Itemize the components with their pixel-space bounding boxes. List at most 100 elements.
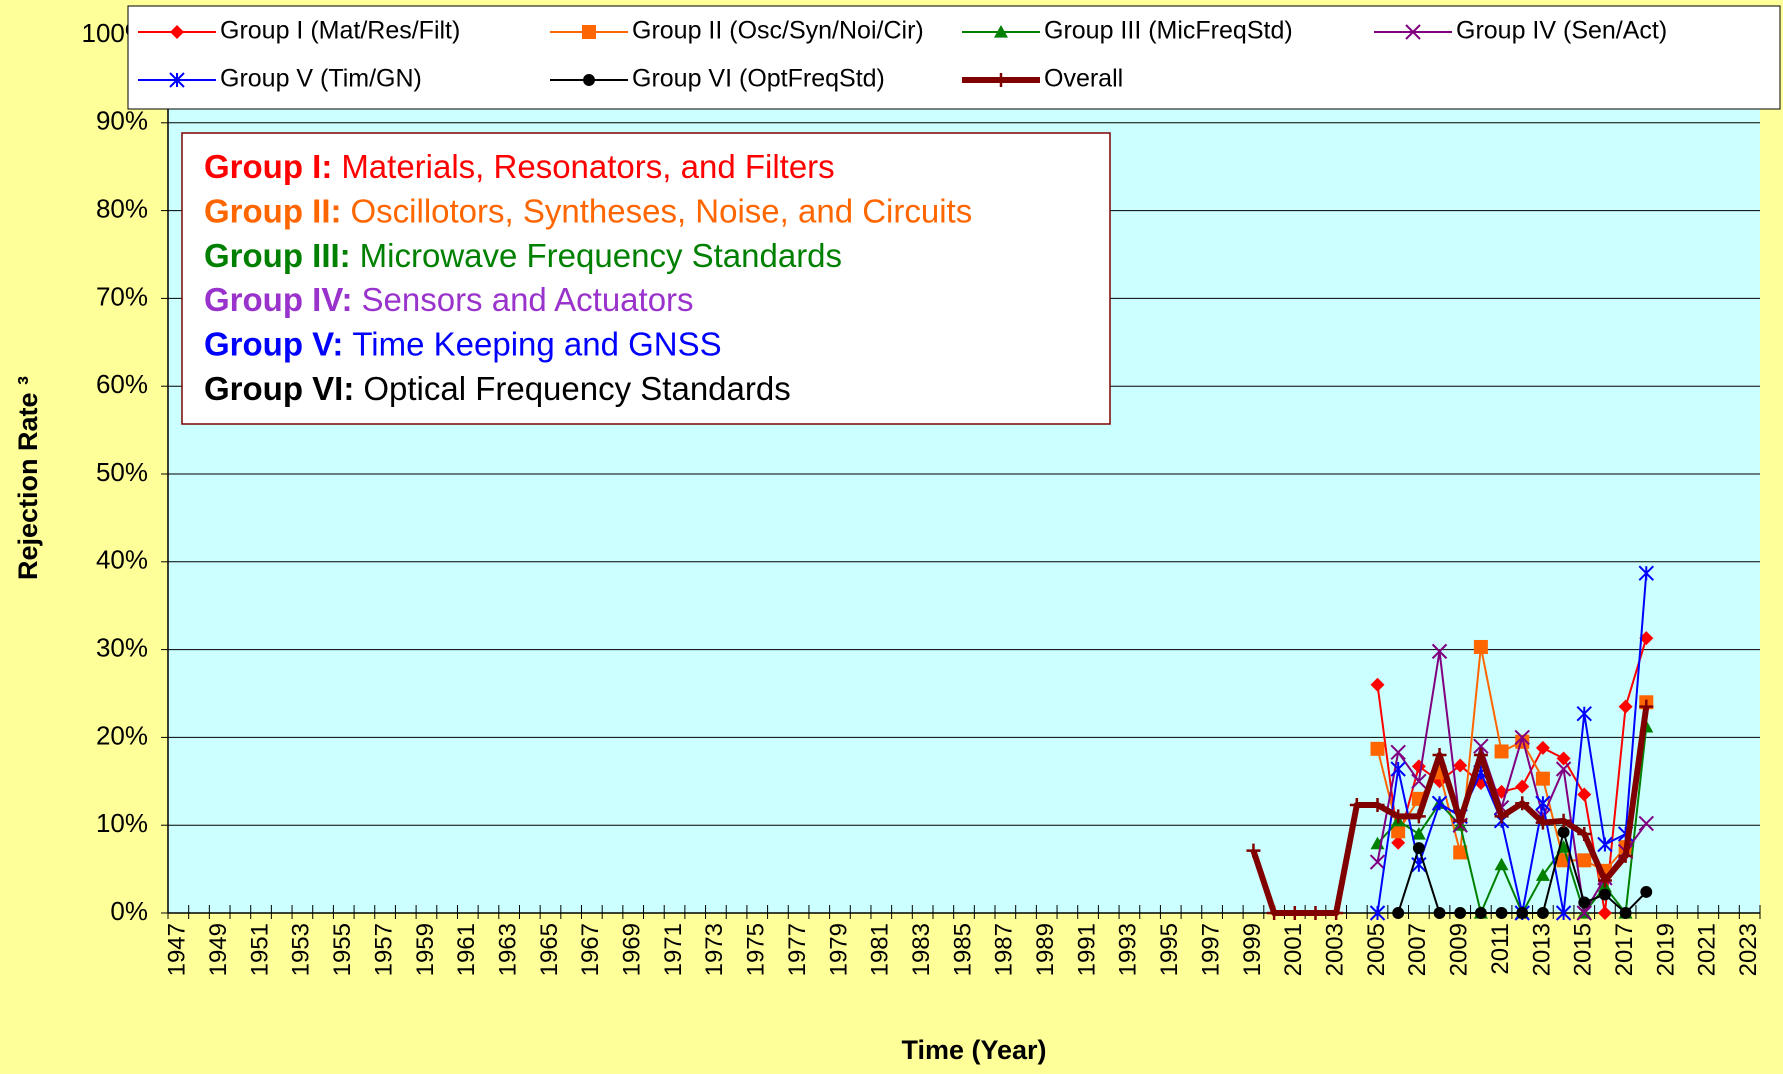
x-tick-label: 1989 [1032, 923, 1059, 976]
marker [1597, 836, 1613, 853]
annotation-text: Sensors and Actuators [362, 281, 694, 318]
marker [1349, 798, 1364, 813]
marker [582, 25, 596, 39]
legend-label: Group IV (Sen/Act) [1456, 17, 1667, 45]
annotation-text: Materials, Resonators, and Filters [341, 148, 834, 185]
marker [1454, 907, 1467, 919]
x-tick-label: 2003 [1321, 923, 1348, 976]
marker [1556, 813, 1571, 828]
x-tick-label: 1993 [1115, 923, 1142, 976]
marker [1516, 907, 1529, 919]
marker [1369, 854, 1386, 870]
marker [1453, 758, 1468, 773]
annotation-label: Group V: [204, 325, 343, 362]
x-tick-label: 2019 [1652, 923, 1679, 976]
x-tick-label: 1999 [1239, 923, 1266, 976]
marker [1473, 747, 1488, 762]
annotation: Group IV: Sensors and Actuators [204, 281, 694, 318]
marker [1639, 699, 1654, 714]
x-tick-label: 1969 [619, 923, 646, 976]
marker [1618, 848, 1633, 863]
marker [1535, 868, 1550, 881]
marker [1453, 813, 1468, 828]
y-tick-label: 50% [96, 457, 148, 487]
marker [1535, 815, 1550, 830]
annotation: Group I: Materials, Resonators, and Filte… [204, 148, 835, 185]
x-tick-label: 2011 [1487, 923, 1514, 975]
marker [1576, 705, 1592, 722]
marker [1639, 631, 1654, 646]
y-tick-label: 60% [96, 369, 148, 399]
marker [1390, 744, 1406, 761]
marker [994, 25, 1008, 38]
marker [1557, 826, 1570, 839]
legend-label: Group II (Osc/Syn/Noi/Cir) [632, 17, 924, 45]
annotation-label: Group III: [204, 237, 351, 274]
x-tick-label: 1963 [494, 923, 521, 976]
marker [994, 73, 1008, 87]
y-axis-title: Rejection Rate ³ [13, 376, 43, 580]
marker [583, 74, 595, 86]
x-tick-label: 1947 [164, 923, 191, 976]
marker [1411, 773, 1427, 790]
marker [1391, 824, 1406, 839]
y-tick-label: 90% [96, 106, 148, 136]
legend-label: Group VI (OptFreqStd) [632, 65, 885, 93]
x-tick-label: 1981 [867, 923, 894, 976]
marker [1638, 815, 1654, 832]
marker [170, 25, 184, 39]
marker [1453, 845, 1468, 860]
marker [1619, 907, 1632, 919]
marker [1370, 741, 1385, 756]
marker [1433, 907, 1446, 919]
x-tick-label: 2001 [1280, 923, 1307, 976]
y-tick-label: 10% [96, 808, 148, 838]
marker [1329, 906, 1344, 920]
annotation-label: Group I: [204, 148, 332, 185]
marker [1432, 747, 1447, 762]
y-tick-label: 70% [96, 281, 148, 311]
x-tick-label: 2013 [1528, 923, 1555, 976]
marker [1515, 779, 1530, 794]
marker [1514, 729, 1530, 746]
x-tick-label: 1961 [453, 923, 480, 976]
marker [1431, 643, 1448, 660]
x-tick-label: 1953 [288, 923, 315, 976]
y-tick-label: 40% [96, 545, 148, 575]
legend-label: Overall [1044, 65, 1123, 93]
marker [1370, 677, 1385, 692]
marker [1535, 740, 1550, 755]
x-tick-label: 1965 [536, 923, 563, 976]
annotation: Group VI: Optical Frequency Standards [204, 370, 791, 407]
legend-label: Group V (Tim/GN) [220, 65, 422, 93]
legend-label: Group III (MicFreqStd) [1044, 17, 1293, 45]
marker [1535, 795, 1551, 811]
marker [1308, 906, 1323, 920]
x-tick-label: 1949 [205, 923, 232, 976]
marker [1267, 906, 1282, 920]
marker [169, 72, 185, 88]
x-tick-label: 2023 [1735, 923, 1762, 976]
x-tick-label: 1967 [577, 923, 604, 976]
x-tick-label: 2021 [1694, 923, 1721, 976]
marker [1515, 796, 1530, 811]
x-tick-label: 1983 [908, 923, 935, 976]
marker [1494, 744, 1509, 759]
marker [1473, 639, 1488, 654]
marker [1390, 761, 1406, 777]
marker [1576, 905, 1592, 921]
series-line [1376, 573, 1648, 914]
marker [1578, 896, 1591, 909]
marker [1391, 809, 1406, 824]
series-line [1376, 650, 1648, 914]
y-tick-label: 80% [96, 193, 148, 223]
annotation-label: Group II: [204, 192, 341, 229]
x-tick-label: 1955 [329, 923, 356, 976]
marker [1597, 906, 1612, 920]
annotation: Group V: Time Keeping and GNSS [204, 325, 722, 362]
marker [1618, 699, 1633, 714]
marker [1474, 907, 1487, 919]
marker [1577, 853, 1592, 868]
x-tick-label: 2017 [1611, 923, 1638, 976]
annotation-text: Time Keeping and GNSS [352, 325, 721, 362]
